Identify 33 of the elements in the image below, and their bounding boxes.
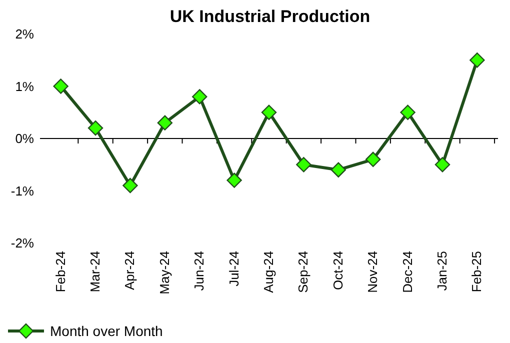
x-tick-label: Jun-24 xyxy=(192,251,207,291)
y-tick-label: -2% xyxy=(10,236,34,251)
point xyxy=(157,115,173,130)
x-tick-label: Jul-24 xyxy=(226,251,242,286)
point xyxy=(296,157,312,172)
point xyxy=(434,157,450,172)
x-tick-label: Jan-25 xyxy=(434,251,450,291)
x-tick-label: Mar-24 xyxy=(88,251,103,292)
point xyxy=(192,89,208,104)
point xyxy=(470,52,485,68)
point xyxy=(88,120,104,136)
point xyxy=(122,178,138,194)
point xyxy=(261,104,277,120)
x-tick-label: May-24 xyxy=(156,251,172,294)
x-tick-label: Nov-24 xyxy=(365,251,380,293)
x-tick-label: Apr-24 xyxy=(122,251,138,290)
point xyxy=(53,78,68,94)
x-tick-label: Aug-24 xyxy=(261,251,276,293)
point xyxy=(226,172,242,188)
y-tick-label: 0% xyxy=(15,131,34,146)
point xyxy=(400,104,416,120)
legend-label: Month over Month xyxy=(50,322,163,339)
point xyxy=(365,152,381,167)
y-tick-label: -1% xyxy=(10,183,34,198)
x-tick-label: Dec-24 xyxy=(400,251,415,293)
x-tick-label: Sep-24 xyxy=(296,251,311,293)
x-tick-label: Oct-24 xyxy=(330,251,346,290)
y-tick-label: 1% xyxy=(15,78,34,94)
chart-title: UK Industrial Production xyxy=(170,7,370,26)
point xyxy=(330,162,346,178)
x-tick-label: Feb-24 xyxy=(52,251,68,292)
y-tick-label: 2% xyxy=(15,26,34,42)
x-tick-label: Feb-25 xyxy=(469,251,484,292)
